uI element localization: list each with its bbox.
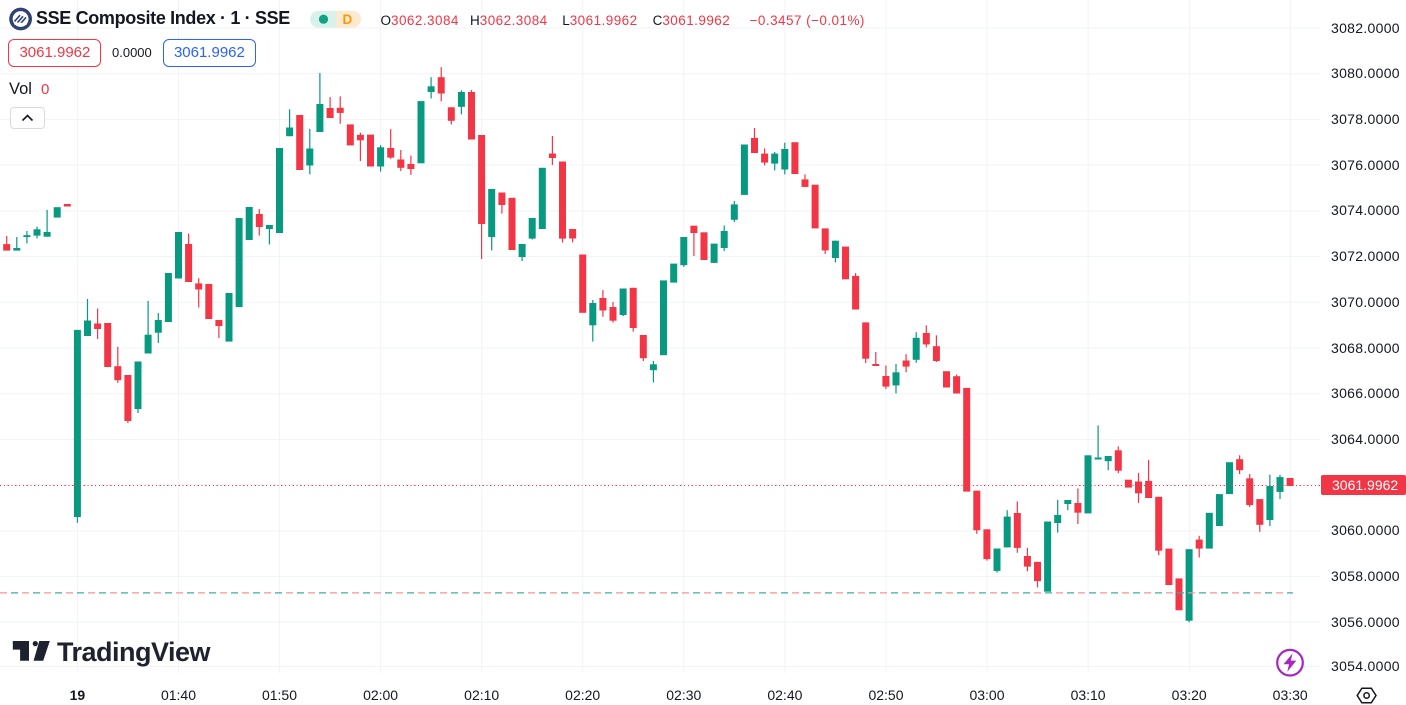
svg-text:D: D bbox=[343, 12, 353, 27]
